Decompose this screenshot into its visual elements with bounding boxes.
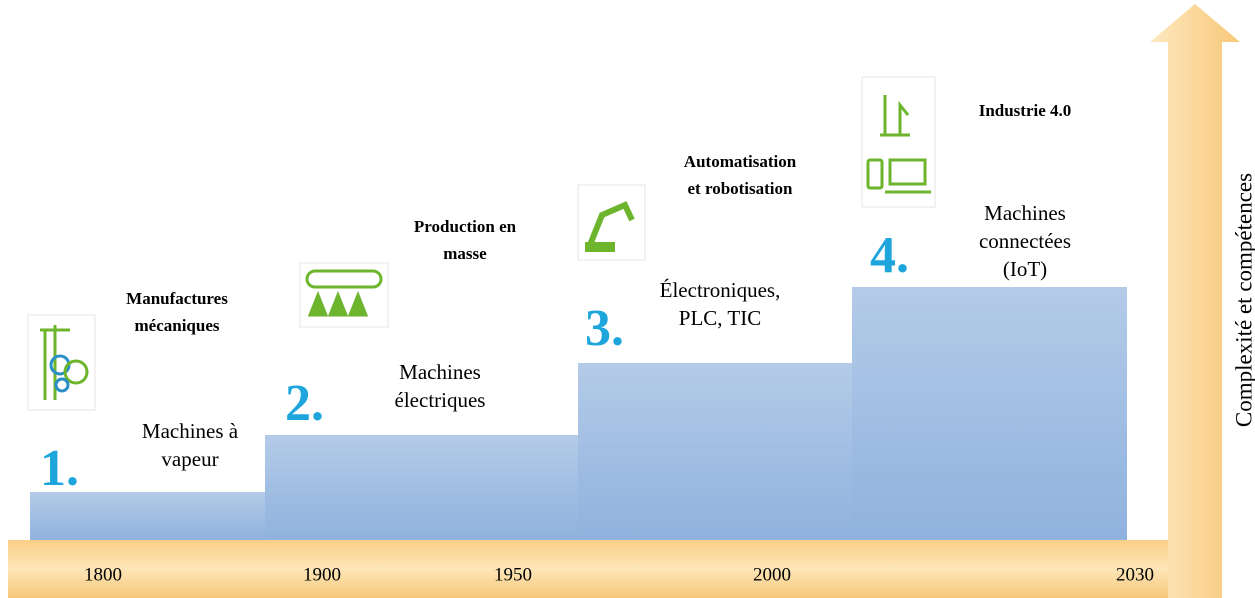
stage-title: mécaniques [135,316,220,335]
stage-number: 4. [870,227,909,284]
stage-step [852,287,1127,540]
icons [27,76,936,411]
stage-description: connectées [979,229,1071,253]
year-label: 1950 [494,564,532,585]
year-label: 2000 [753,564,791,585]
stage-title: masse [443,244,487,263]
stage-number: 2. [285,375,324,432]
stage-title: Production en [414,217,517,236]
stage-description: Machines [984,201,1066,225]
up-arrow [1150,4,1240,598]
stage-description: Machines à [142,419,239,443]
stage-number: 1. [40,440,79,497]
icon [299,262,389,328]
icon [861,76,936,208]
stage-title: Manufactures [126,289,228,308]
stage-title: Industrie 4.0 [979,101,1072,120]
timeline-band [8,540,1170,598]
year-label: 1900 [303,564,341,585]
stage-description: (IoT) [1003,257,1047,281]
stage-title: Automatisation [684,152,797,171]
stage-description: Machines [399,360,481,384]
axis-label: Complexité et compétences [1231,173,1255,427]
stage-number: 3. [585,300,624,357]
icon [577,184,646,261]
stage-description: Électroniques, [660,278,781,302]
stage-description: PLC, TIC [679,306,761,330]
year-label: 1800 [84,564,122,585]
stage-description: électriques [395,388,486,412]
year-label: 2030 [1116,564,1154,585]
stage-step [30,492,265,540]
stage-description: vapeur [161,447,218,471]
stage-step [265,435,578,540]
stage-step [578,363,852,540]
stage-title: et robotisation [688,179,794,198]
icon [27,314,96,411]
